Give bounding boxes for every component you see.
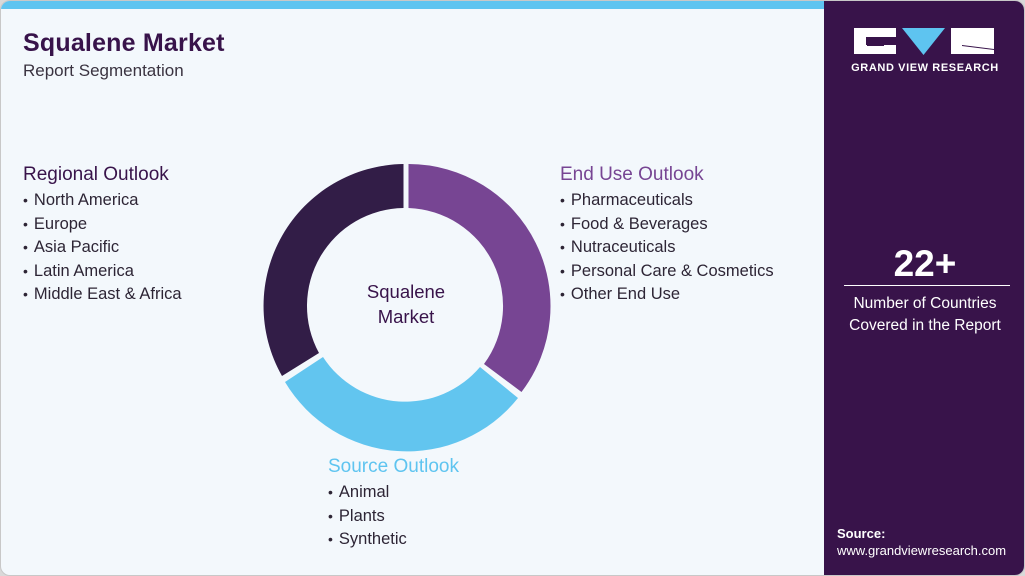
source-outlook-title: Source Outlook	[328, 456, 459, 477]
list-item: Pharmaceuticals	[560, 189, 774, 213]
source-url[interactable]: www.grandviewresearch.com	[837, 543, 1007, 558]
source-outlook-list: Animal Plants Synthetic	[328, 481, 459, 552]
source-label: Source:	[837, 526, 886, 541]
donut-center-label: Squalene Market	[366, 281, 446, 327]
stat-divider	[844, 285, 1010, 286]
list-item: Personal Care & Cosmetics	[560, 260, 774, 284]
end-use-outlook-title: End Use Outlook	[560, 164, 704, 185]
list-item: Food & Beverages	[560, 213, 774, 237]
list-item: Synthetic	[328, 528, 459, 552]
list-item: Animal	[328, 481, 459, 505]
end-use-outlook-section: End Use Outlook Pharmaceuticals Food & B…	[560, 164, 774, 307]
list-item: Nutraceuticals	[560, 236, 774, 260]
grand-view-research-logo-icon	[854, 28, 994, 55]
donut-segment-regional	[263, 164, 404, 376]
donut-segment-end-use	[408, 164, 551, 392]
countries-stat-description: Number of Countries Covered in the Repor…	[849, 295, 1001, 334]
brand-name: GRAND VIEW RESEARCH	[851, 62, 999, 74]
list-item: Plants	[328, 505, 459, 529]
list-item: Other End Use	[560, 283, 774, 307]
countries-stat-value: 22+	[893, 243, 957, 284]
top-accent-bar	[1, 1, 826, 9]
regional-outlook-title: Regional Outlook	[23, 164, 169, 185]
list-item: Europe	[23, 213, 182, 237]
regional-outlook-list: North America Europe Asia Pacific Latin …	[23, 189, 182, 307]
end-use-outlook-list: Pharmaceuticals Food & Beverages Nutrace…	[560, 189, 774, 307]
source-outlook-section: Source Outlook Animal Plants Synthetic	[328, 456, 459, 552]
donut-segment-source	[285, 357, 518, 452]
segmentation-donut	[263, 164, 551, 452]
list-item: Latin America	[23, 260, 182, 284]
list-item: Middle East & Africa	[23, 283, 182, 307]
list-item: North America	[23, 189, 182, 213]
side-panel	[824, 1, 1024, 575]
page-subtitle: Report Segmentation	[23, 61, 184, 80]
regional-outlook-section: Regional Outlook North America Europe As…	[23, 164, 182, 307]
list-item: Asia Pacific	[23, 236, 182, 260]
page-title: Squalene Market	[23, 29, 225, 57]
